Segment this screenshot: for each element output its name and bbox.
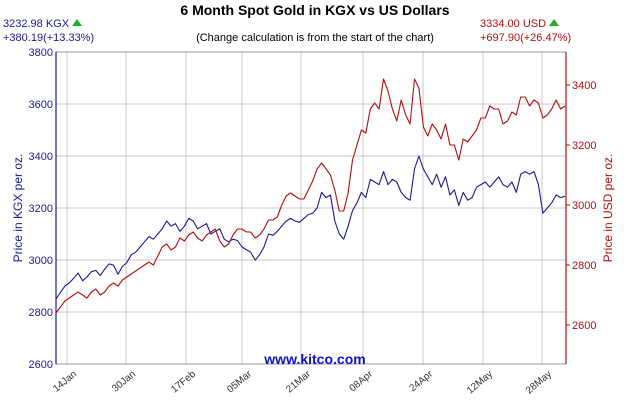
x-tick-label: 24Apr — [408, 368, 436, 394]
series-line-usd — [55, 78, 566, 314]
usd-change: +697.90(+26.47%) — [480, 32, 572, 44]
up-triangle-icon — [72, 19, 83, 26]
y-left-tick-label: 3600 — [29, 99, 53, 111]
chart-title: 6 Month Spot Gold in KGX vs US Dollars — [180, 2, 450, 18]
y-left-tick-label: 3000 — [29, 255, 53, 267]
x-tick-label: 14Jan — [51, 369, 79, 395]
x-tick-label: 08Apr — [348, 368, 376, 394]
y-left-tick-label: 3200 — [29, 203, 53, 215]
y-left-axis-label: Price in KGX per oz. — [11, 154, 25, 263]
y-right-tick-label: 2800 — [572, 260, 596, 272]
y-right-tick-label: 2600 — [572, 320, 596, 332]
x-tick-label: 28May — [524, 369, 554, 397]
kgx-change: +380.19(+13.33%) — [3, 32, 95, 44]
kitco-watermark: www.kitco.com — [264, 351, 366, 367]
y-right-tick-label: 3400 — [572, 80, 596, 92]
x-tick-label: 12May — [465, 369, 495, 397]
y-left-tick-label: 2800 — [29, 307, 53, 319]
y-left-tick-label: 3400 — [29, 151, 53, 163]
up-triangle-icon — [549, 19, 560, 26]
y-left-tick-label: 3800 — [29, 47, 53, 59]
kgx-price: 3232.98 KGX — [3, 18, 83, 30]
y-right-axis-label: Price in USD per oz. — [601, 154, 615, 263]
x-tick-label: 30Jan — [110, 369, 138, 395]
x-tick-label: 21Mar — [284, 368, 313, 395]
y-right-tick-label: 3200 — [572, 140, 596, 152]
x-tick-label: 17Feb — [169, 369, 198, 396]
series-line-kgx — [55, 155, 566, 300]
kgx-price-value: 3232.98 KGX — [3, 18, 70, 30]
x-tick-label: 05Mar — [225, 368, 254, 395]
usd-price: 3334.00 USD — [480, 18, 560, 30]
y-left-tick-label: 2600 — [29, 359, 53, 371]
chart-subtitle: (Change calculation is from the start of… — [196, 32, 434, 44]
y-right-tick-label: 3000 — [572, 200, 596, 212]
usd-price-value: 3334.00 USD — [480, 18, 547, 30]
